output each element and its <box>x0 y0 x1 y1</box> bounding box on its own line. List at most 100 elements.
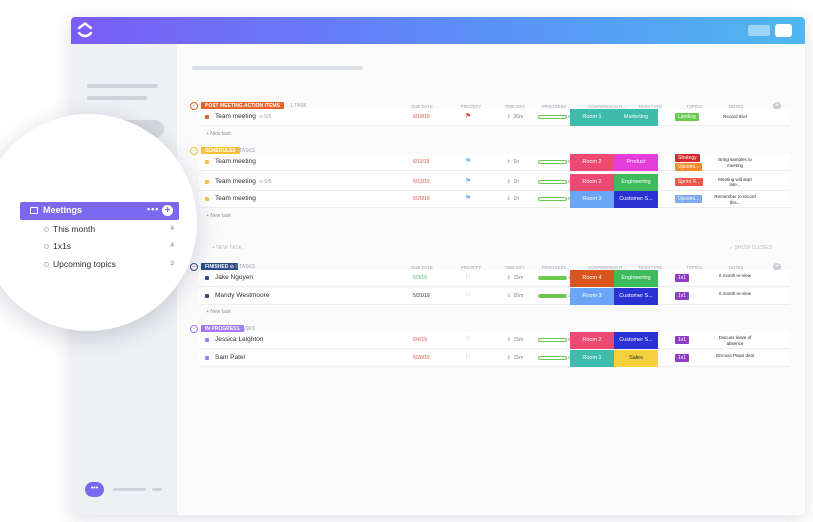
task-name[interactable]: Team meeting <box>215 158 256 165</box>
more-icon[interactable]: ••• <box>147 204 160 214</box>
chat-icon[interactable]: ••• <box>85 482 104 497</box>
task-name[interactable]: Team meeting ⊙ 0/5 <box>215 113 271 120</box>
subtask-count[interactable]: ⊙ 0/5 <box>258 178 272 185</box>
task-name[interactable]: Jake Nguyen <box>215 274 253 281</box>
new-task-button[interactable]: + New task <box>206 130 231 137</box>
task-name[interactable]: Sam Patel <box>215 354 245 361</box>
topic-tag[interactable]: Strategy <box>675 154 700 162</box>
due-date[interactable]: 6/13/19 <box>413 178 430 185</box>
status-dot-icon[interactable] <box>205 355 209 360</box>
priority-flag-icon[interactable]: ⚑ <box>465 177 472 185</box>
topic-tag[interactable]: 1x1 <box>675 336 690 344</box>
subtask-count[interactable]: ⊙ 0/5 <box>258 114 272 120</box>
priority-flag-icon[interactable]: ⚐ <box>465 291 472 299</box>
notes-cell[interactable]: Record this! <box>722 114 747 119</box>
notes-cell[interactable]: Discuss leave of absence <box>718 335 752 346</box>
collapse-toggle-icon[interactable]: − <box>190 147 198 155</box>
team-type-cell[interactable]: Customer S... <box>614 191 658 208</box>
new-task-button[interactable]: + New task <box>206 309 231 315</box>
section-new-task-button[interactable]: + NEW TASK <box>212 245 242 251</box>
due-date[interactable]: 6/18/19 <box>413 114 430 120</box>
team-type-cell[interactable]: Sales <box>614 349 658 367</box>
time-estimate[interactable]: ⧗ 1h <box>507 179 519 185</box>
task-name[interactable]: Jessica Leighton <box>215 336 263 343</box>
due-date[interactable]: 6/11/19 <box>413 159 430 165</box>
sidebar-item-1x1s[interactable]: 1x1s 4 <box>44 240 174 254</box>
clickup-logo-icon[interactable] <box>77 22 93 39</box>
conference-room-cell[interactable]: Room 2 <box>570 173 614 191</box>
time-estimate[interactable]: ⧗ 15m <box>507 355 523 361</box>
priority-flag-icon[interactable]: ⚐ <box>465 274 472 281</box>
status-dot-icon[interactable] <box>205 197 209 201</box>
column-header[interactable]: DUE DATE <box>411 104 433 109</box>
status-badge[interactable]: POST MEETING ACTION ITEMS <box>201 102 284 111</box>
conference-room-cell[interactable]: Room 1 <box>570 109 614 126</box>
topic-tag[interactable]: Landing <box>675 113 699 121</box>
time-estimate[interactable]: ⧗ 30m <box>507 114 523 120</box>
status-dot-icon[interactable] <box>205 160 209 164</box>
priority-flag-icon[interactable]: ⚑ <box>465 195 472 202</box>
due-date[interactable]: 6/3/19 <box>413 275 427 281</box>
conference-room-cell[interactable]: Room 2 <box>570 154 614 171</box>
status-badge[interactable]: FINISHED ⊙ <box>201 263 238 272</box>
column-header[interactable]: TOPICS <box>686 265 702 270</box>
conference-room-cell[interactable]: Room 3 <box>570 287 614 305</box>
new-task-button[interactable]: + New task <box>206 212 231 219</box>
column-header[interactable]: TIME EST. <box>504 265 526 270</box>
topic-tag[interactable]: 1x1 <box>675 353 690 362</box>
add-column-icon[interactable]: + <box>773 263 781 271</box>
table-row[interactable]: Team meeting⊙ 0/56/18/19⚑⧗30m0%Room 1Mar… <box>199 109 790 126</box>
show-closed-button[interactable]: ✓ SHOW CLOSED <box>729 245 773 251</box>
column-header[interactable]: NOTES <box>728 104 744 109</box>
column-header[interactable]: PROGRESS <box>541 104 567 109</box>
time-estimate[interactable]: ⧗ 15m <box>507 275 523 281</box>
status-dot-icon[interactable] <box>205 276 209 280</box>
team-type-cell[interactable]: Customer S... <box>614 287 658 305</box>
column-header[interactable]: PRIORITY <box>460 265 482 270</box>
column-header[interactable]: TIME EST. <box>504 104 526 109</box>
notes-cell[interactable]: Remember to record this... <box>714 194 756 205</box>
team-type-cell[interactable]: Product <box>614 154 658 171</box>
priority-flag-icon[interactable]: ⚐ <box>465 353 472 361</box>
notes-cell[interactable]: Bring samples to meeting <box>718 157 752 168</box>
time-estimate[interactable]: ⧗ 20m <box>507 293 523 299</box>
team-type-cell[interactable]: Engineering <box>614 173 658 191</box>
column-header[interactable]: PRIORITY <box>460 104 482 109</box>
sidebar-item-this-month[interactable]: This month 4 <box>44 223 174 237</box>
conference-room-cell[interactable]: Room 2 <box>570 332 614 349</box>
topic-tag[interactable]: Upcomi... <box>675 195 703 203</box>
status-dot-icon[interactable] <box>205 338 209 342</box>
team-type-cell[interactable]: Marketing <box>614 109 658 126</box>
notes-cell[interactable]: Meeting will start late... <box>718 176 752 188</box>
priority-flag-icon[interactable]: ⚑ <box>465 113 472 120</box>
time-estimate[interactable]: ⧗ 1h <box>507 196 519 202</box>
topic-tag[interactable]: 1x1 <box>675 291 690 300</box>
status-dot-icon[interactable] <box>205 293 209 298</box>
due-date[interactable]: 6/20/19 <box>413 196 430 202</box>
conference-room-cell[interactable]: Room 1 <box>570 349 614 367</box>
conference-room-cell[interactable]: Room 3 <box>570 191 614 208</box>
priority-flag-icon[interactable]: ⚐ <box>465 336 472 343</box>
column-header[interactable]: NOTES <box>728 265 744 270</box>
column-header[interactable]: TEAM TYPE <box>637 104 663 109</box>
team-type-cell[interactable]: Customer S... <box>614 332 658 349</box>
folder-meetings[interactable]: Meetings ••• + <box>20 202 179 220</box>
topic-tag[interactable]: Upcomi... <box>675 163 703 171</box>
column-header[interactable]: PROGRESS <box>541 265 567 270</box>
column-header[interactable]: TEAM TYPE <box>637 265 663 270</box>
table-row[interactable]: Team meeting⊙ 0/56/13/19⚑⧗1h0%Room 2Engi… <box>199 173 790 191</box>
topbar-profile-button[interactable] <box>775 24 792 37</box>
task-name[interactable]: Team meeting <box>215 195 256 202</box>
notes-cell[interactable]: Discuss Pepsi deal <box>715 352 755 358</box>
task-name[interactable]: Mandy Westmoore <box>215 292 269 299</box>
column-header[interactable]: CONFERENCE R... <box>588 265 626 270</box>
conference-room-cell[interactable]: Room 4 <box>570 270 614 287</box>
task-name[interactable]: Team meeting ⊙ 0/5 <box>215 178 271 185</box>
sidebar-item-upcoming-topics[interactable]: Upcoming topics 3 <box>44 258 174 272</box>
column-header[interactable]: CONFERENCE R... <box>588 104 626 109</box>
